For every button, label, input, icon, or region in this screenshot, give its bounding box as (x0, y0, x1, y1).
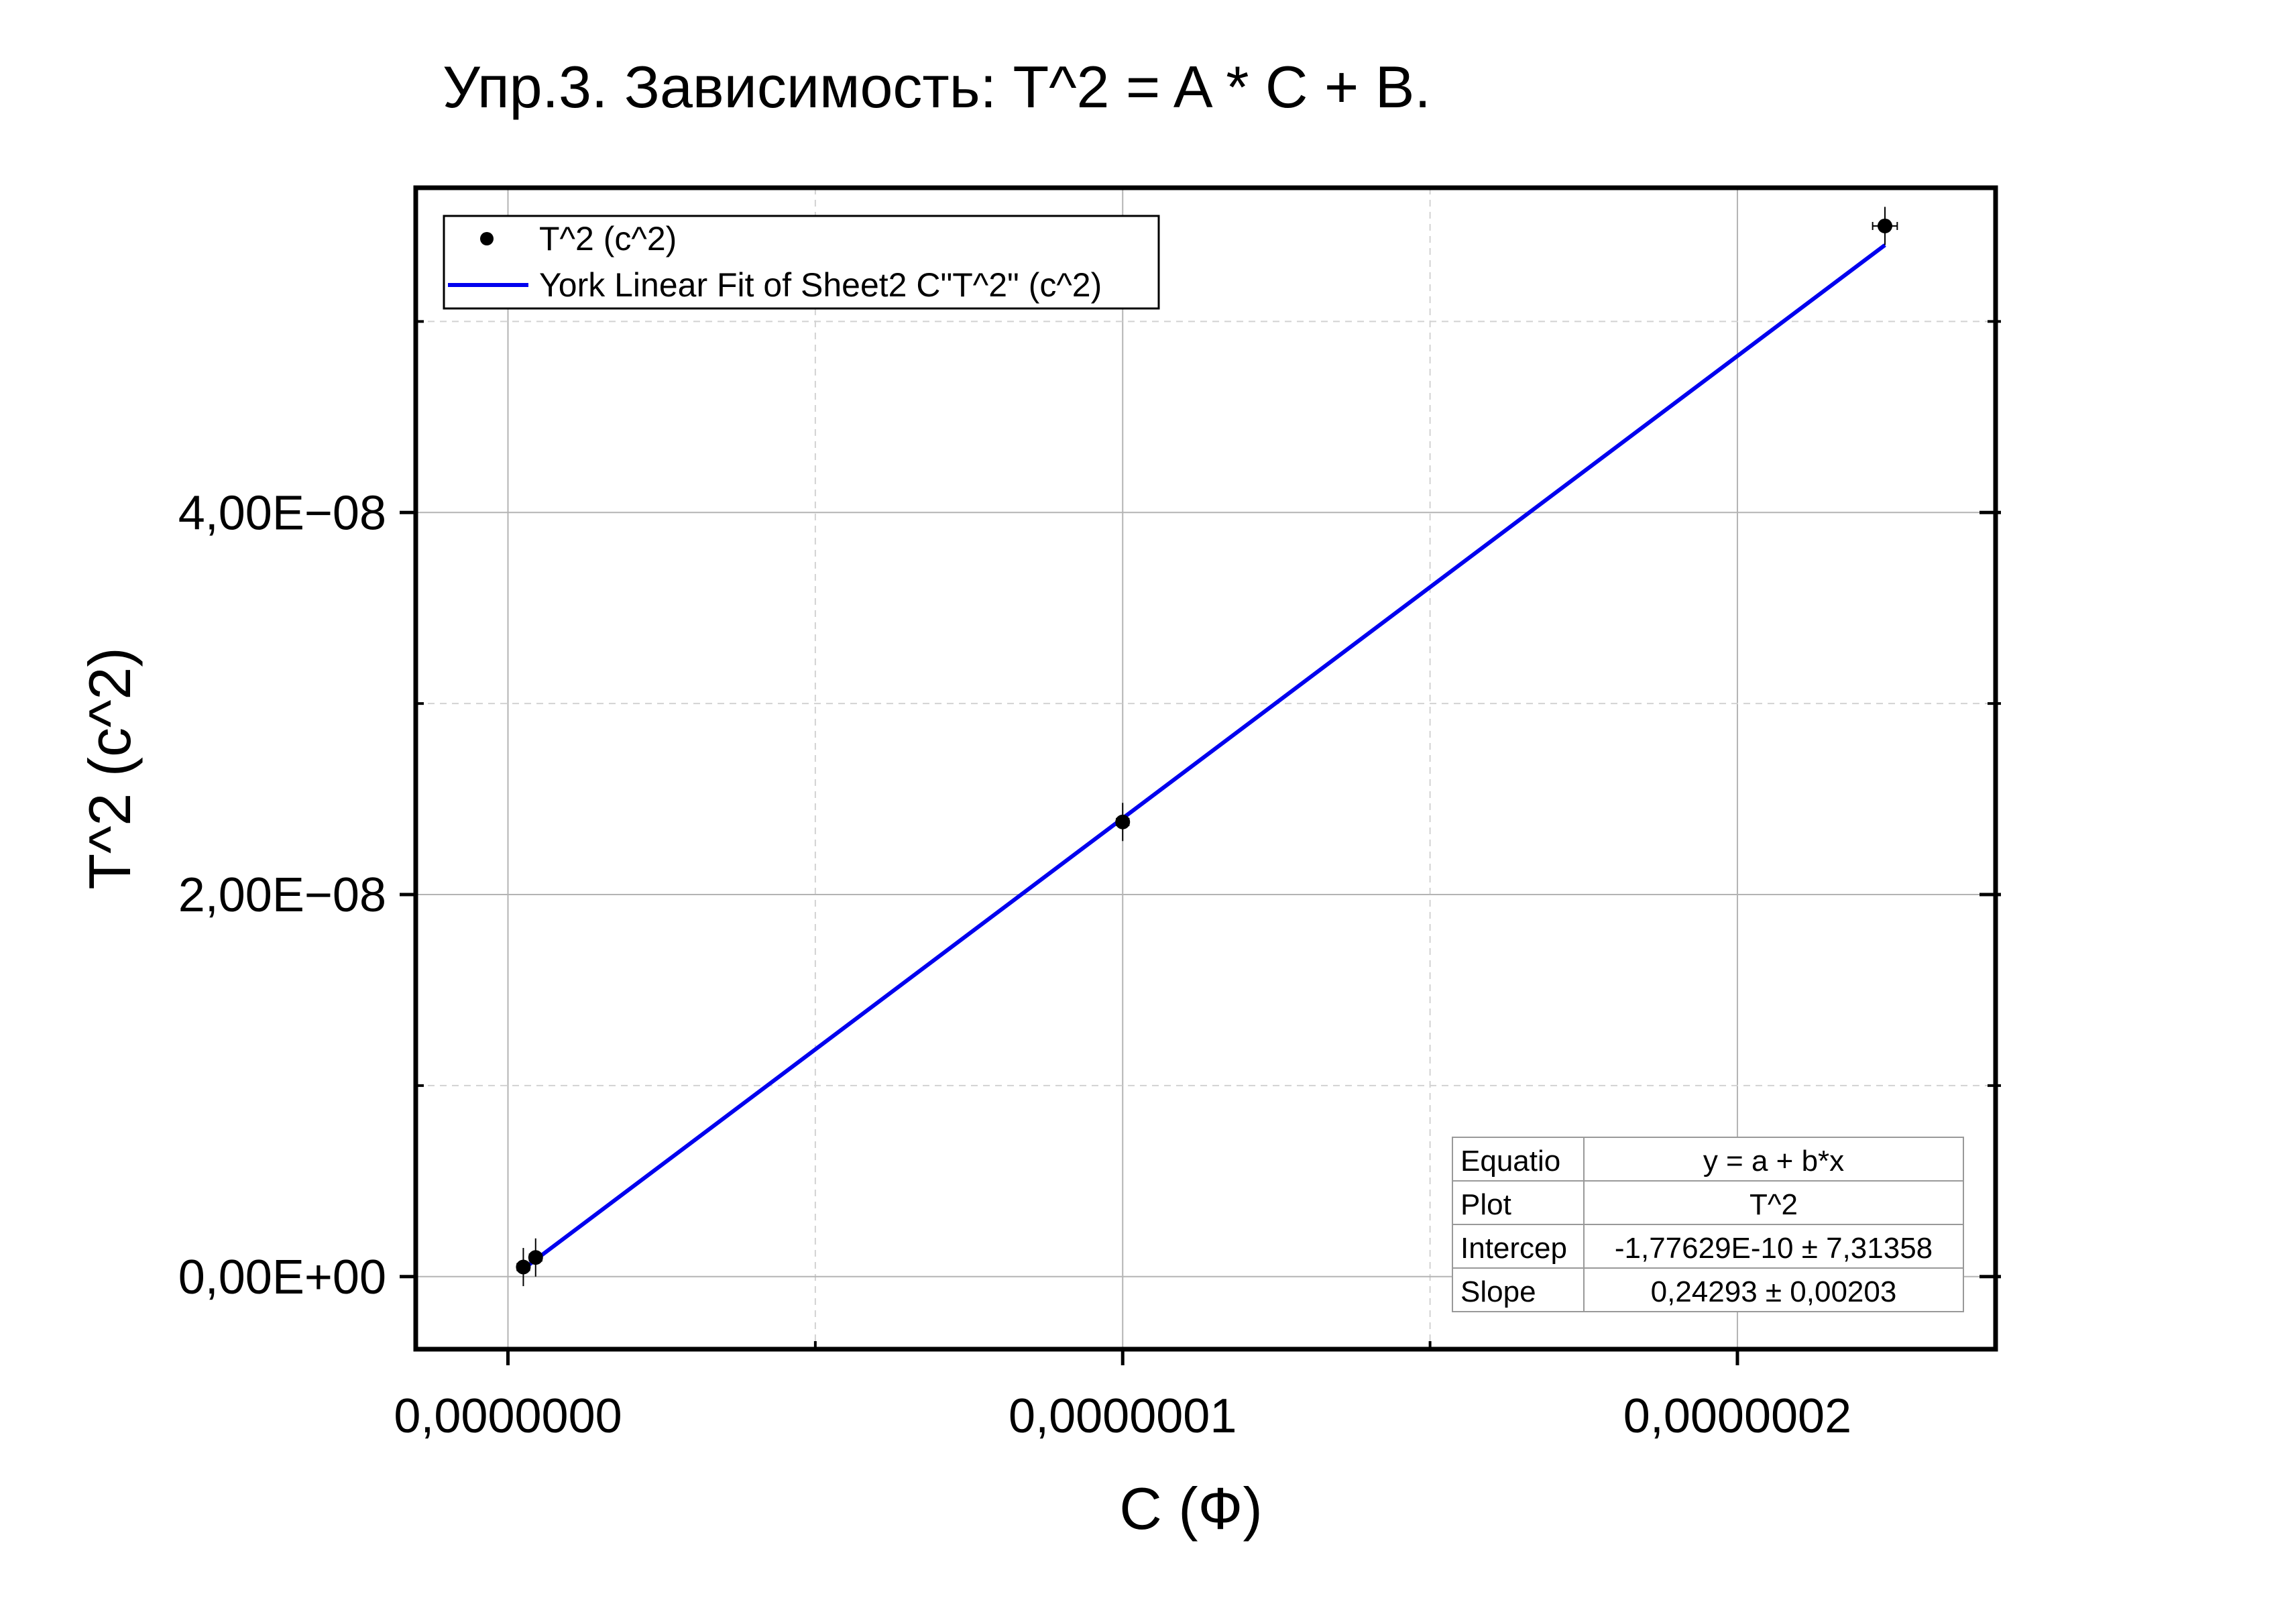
fit-table-key-intercept: Intercep (1460, 1232, 1567, 1265)
x-tick-label: 0,0000000 (394, 1389, 622, 1443)
x-tick-label: 0,0000001 (1009, 1389, 1237, 1443)
axes-layer: 0,0000000 0,0000001 0,0000002 0,00E+00 2,00E… (178, 320, 2001, 1443)
x-axis-label: C (Ф) (1119, 1475, 1263, 1542)
fit-table-key-plot: Plot (1460, 1188, 1511, 1221)
y-tick-label: 4,00E−08 (178, 486, 386, 540)
grid (416, 188, 1996, 1349)
legend-marker-points (480, 232, 494, 245)
fit-table-value-slope: 0,24293 ± 0,00203 (1651, 1275, 1897, 1308)
legend-label-points: T^2 (c^2) (539, 220, 677, 257)
y-axis-label: T^2 (c^2) (76, 647, 143, 889)
y-tick-label: 0,00E+00 (178, 1251, 386, 1304)
legend-box (443, 215, 1160, 310)
fit-table-value-plot: T^2 (1749, 1188, 1798, 1221)
fit-table-key-slope: Slope (1460, 1275, 1536, 1308)
series-layer (516, 207, 1898, 1286)
data-point (1115, 814, 1131, 829)
fit-line (522, 243, 1886, 1271)
x-tick-label: 0,0000002 (1623, 1389, 1851, 1443)
data-point (528, 1250, 543, 1265)
fit-table-value-intercept: -1,77629E-10 ± 7,31358 (1615, 1232, 1933, 1265)
fit-table-value-equation: y = a + b*x (1703, 1145, 1844, 1178)
plot-frame (413, 185, 1998, 1352)
data-point (1877, 218, 1892, 233)
fit-results-table: Equatio y = a + b*x Plot T^2 Intercep -1… (1452, 1137, 1964, 1312)
legend-label-fit-line: York Linear Fit of Sheet2 C"T^2" (c^2) (539, 266, 1102, 304)
legend: T^2 (c^2) York Linear Fit of Sheet2 C"T^… (443, 215, 1160, 310)
fit-table-key-equation: Equatio (1460, 1145, 1560, 1178)
data-point (516, 1259, 531, 1275)
y-tick-label: 2,00E−08 (178, 868, 386, 922)
chart-title: Упр.3. Зависимость: T^2 = A * C + B. (443, 54, 1431, 120)
